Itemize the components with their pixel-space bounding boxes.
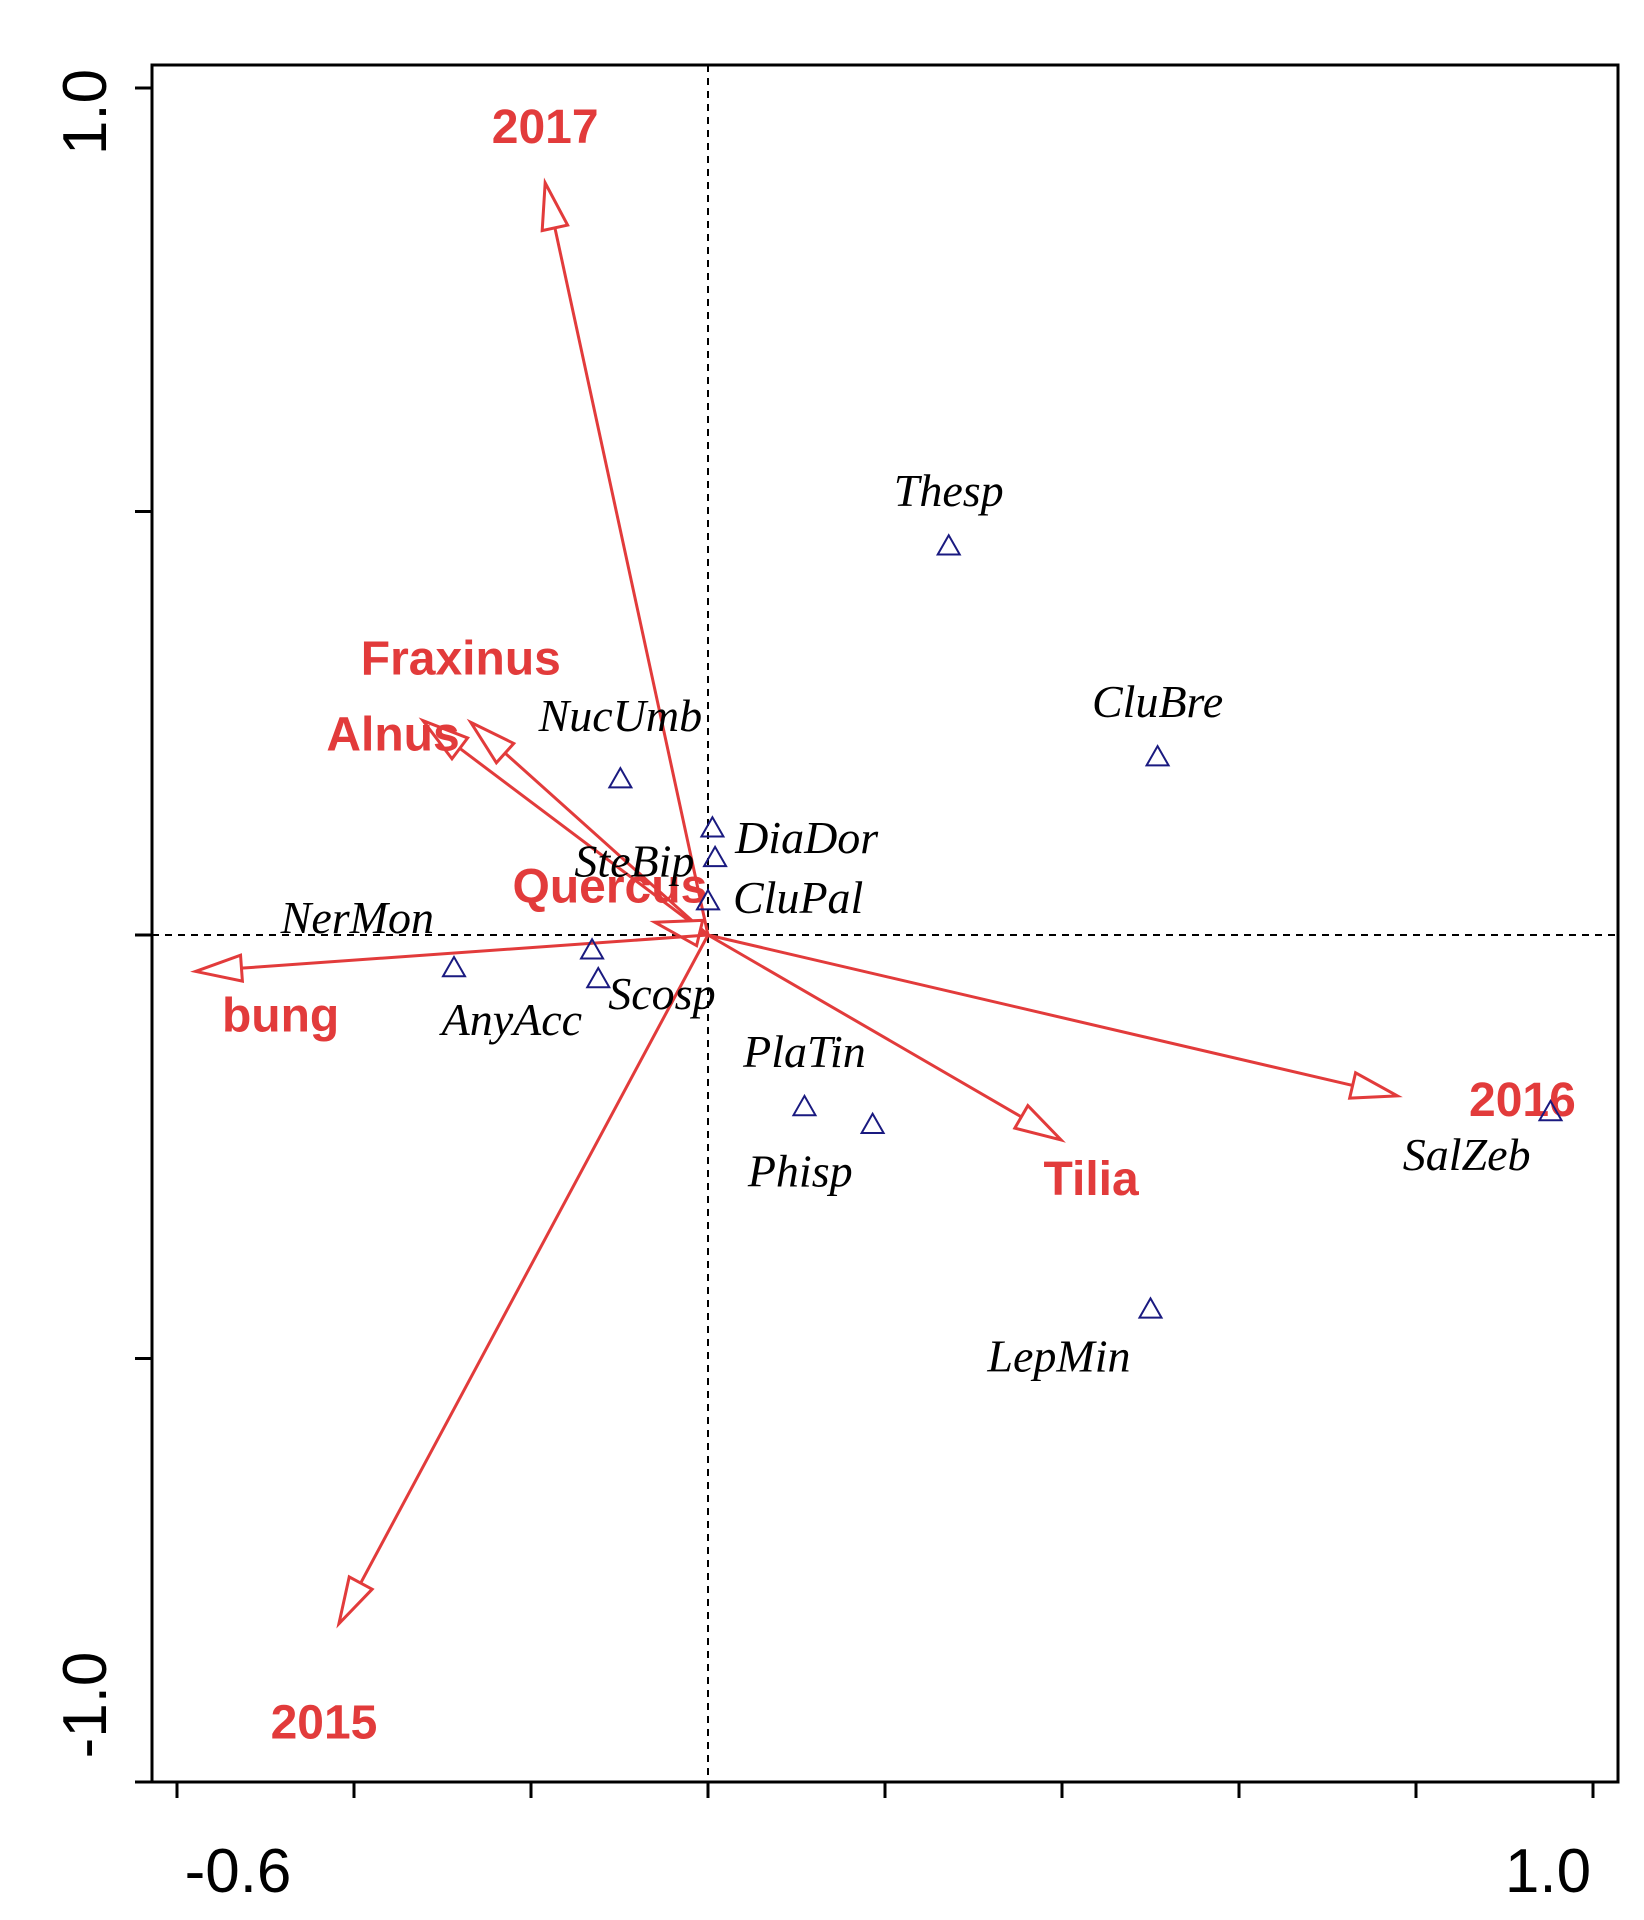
- vector-Alnus-shaft: [458, 747, 709, 937]
- vector-2015-arrowhead: [336, 1574, 375, 1629]
- species-NucUmb-marker: [607, 766, 634, 789]
- species-DiaDor-label: DiaDor: [734, 812, 879, 863]
- y-tick-label-max: 1.0: [51, 69, 120, 155]
- reference-lines: [152, 65, 1618, 1782]
- species-CluBre-marker: [1144, 744, 1171, 767]
- species-points: Thesp CluBre NucUmb SteBip DiaDor CluPal NerMo…: [280, 465, 1564, 1381]
- species-Phisp-label: Phisp: [747, 1146, 853, 1197]
- species-Thesp-marker: [935, 533, 962, 556]
- species-AnyAcc-label: AnyAcc: [439, 994, 582, 1045]
- species-LepMin-label: LepMin: [986, 1330, 1130, 1381]
- species-PlaTin-label: PlaTin: [742, 1026, 866, 1077]
- vector-2017-arrowhead: [540, 177, 570, 233]
- vector-2016-arrowhead: [1347, 1070, 1403, 1100]
- species-Scosp-label: Scosp: [608, 968, 715, 1019]
- vector-2017-label: 2017: [492, 101, 599, 154]
- vector-2015-shaft: [359, 934, 710, 1584]
- vector-Fraxinus-arrowhead: [466, 718, 517, 766]
- species-SalZeb-label: SalZeb: [1403, 1129, 1531, 1180]
- vector-2017-shaft: [553, 227, 710, 936]
- species-Thesp-label: Thesp: [894, 465, 1004, 516]
- species-CluPal-label: CluPal: [733, 872, 863, 923]
- vector-2016-label: 2016: [1469, 1074, 1576, 1127]
- species-AnyAcc-marker: [579, 937, 605, 960]
- vector-Fraxinus-label: Fraxinus: [361, 632, 561, 685]
- vector-bung-label: bung: [222, 989, 339, 1042]
- vector-Fraxinus-shaft: [504, 751, 710, 937]
- species-PlaTin-marker: [791, 1093, 818, 1117]
- vector-Alnus-arrowhead: [418, 717, 470, 762]
- vector-Tilia-shaft: [707, 933, 1023, 1119]
- vector-2015-label: 2015: [271, 1697, 378, 1750]
- environmental-vectors: 2017 Fraxinus Alnus Quercus bung 2015 Tilia 201…: [190, 101, 1576, 1750]
- species-SteBip-marker: [699, 815, 726, 838]
- x-tick-label-min: -0.6: [185, 1837, 292, 1906]
- species-Scosp-marker: [585, 966, 611, 989]
- species-DiaDor-marker: [702, 844, 728, 868]
- vector-bung-arrowhead: [190, 953, 245, 983]
- y-tick-label-min: -1.0: [51, 1652, 120, 1759]
- species-CluBre-label: CluBre: [1092, 676, 1223, 727]
- vector-Alnus-label: Alnus: [326, 709, 459, 762]
- vector-Tilia-arrowhead: [1012, 1103, 1066, 1143]
- x-tick-label-max: 1.0: [1505, 1837, 1591, 1906]
- vector-Quercus-label: Quercus: [513, 860, 708, 913]
- species-LepMin-marker: [1137, 1296, 1164, 1319]
- vector-Quercus-arrowhead: [649, 918, 705, 948]
- axis-ticks: [135, 86, 1595, 1798]
- vector-2016-shaft: [707, 933, 1353, 1087]
- species-NucUmb-label: NucUmb: [538, 690, 703, 741]
- species-SalZeb-marker: [1537, 1099, 1564, 1122]
- species-NerMon-marker: [441, 955, 467, 978]
- species-CluPal-marker: [695, 888, 721, 911]
- vector-Tilia-label: Tilia: [1044, 1153, 1139, 1206]
- vector-bung-shaft: [241, 933, 709, 970]
- species-Phisp-marker: [859, 1111, 886, 1134]
- species-NerMon-label: NerMon: [280, 892, 434, 943]
- species-SteBip-label: SteBip: [574, 835, 694, 886]
